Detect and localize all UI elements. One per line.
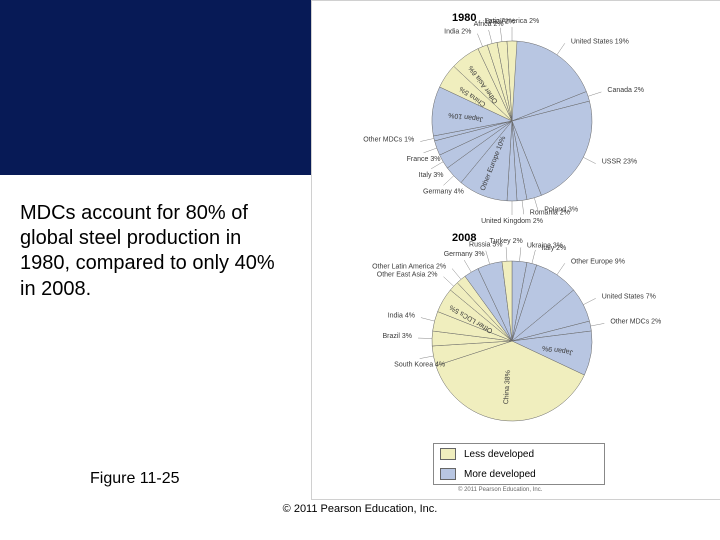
slice-label: United Kingdom 2% <box>481 218 543 225</box>
chart-panel: 1980United States 19%Canada 2%USSR 23%Po… <box>311 0 720 500</box>
legend-label-less: Less developed <box>464 449 534 460</box>
label-leader-line <box>489 30 492 44</box>
legend-swatch-more <box>440 468 456 480</box>
label-leader-line <box>486 251 490 264</box>
label-leader-line <box>420 138 434 141</box>
slice-label: South Korea 4% <box>394 362 445 369</box>
legend-row-more: More developed <box>434 464 604 484</box>
slice-label: United States 19% <box>571 38 629 45</box>
legend: Less developed More developed <box>433 443 605 485</box>
slice-label: Canada 2% <box>607 87 644 94</box>
copyright-text: © 2011 Pearson Education, Inc. <box>283 503 438 515</box>
label-leader-line <box>421 318 435 321</box>
label-leader-line <box>588 92 601 96</box>
slice-label: Brazil 3% <box>382 333 412 340</box>
slice-label: Other Latin America 2% <box>372 264 446 271</box>
slide: MDCs account for 80% of global steel pro… <box>0 0 720 540</box>
label-leader-line <box>506 247 507 261</box>
label-leader-line <box>443 277 453 287</box>
label-leader-line <box>500 28 502 42</box>
label-leader-line <box>520 247 521 261</box>
label-leader-line <box>522 200 524 214</box>
label-leader-line <box>443 176 453 186</box>
label-leader-line <box>420 356 434 359</box>
slice-label: Other East Asia 2% <box>377 272 438 279</box>
pie-charts-svg: 1980United States 19%Canada 2%USSR 23%Po… <box>312 1 720 499</box>
label-leader-line <box>532 250 535 264</box>
main-description-text: MDCs account for 80% of global steel pro… <box>20 201 285 302</box>
slice-label: USSR 23% <box>602 159 637 166</box>
legend-swatch-less <box>440 448 456 460</box>
slice-label: India 4% <box>388 313 415 320</box>
figure-caption: Figure 11-25 <box>90 470 180 488</box>
slice-label: Germany 4% <box>423 188 464 195</box>
label-leader-line <box>583 298 595 304</box>
slice-label: United States 7% <box>602 293 656 300</box>
label-leader-line <box>452 269 461 280</box>
slice-label: Other Europe 9% <box>571 258 625 265</box>
chart-copyright: © 2011 Pearson Education, Inc. <box>458 487 542 493</box>
slice-label: Other MDCs 2% <box>610 318 661 325</box>
slice-label: Latin America 2% <box>485 18 539 25</box>
slice-label: India 2% <box>444 29 471 36</box>
slice-label: France 3% <box>407 156 441 163</box>
label-leader-line <box>477 34 482 47</box>
slice-label: Italy 3% <box>419 172 444 179</box>
label-leader-line <box>464 260 471 272</box>
label-leader-line <box>583 157 595 163</box>
slice-label: Turkey 2% <box>489 238 522 245</box>
slice-label: Other MDCs 1% <box>363 137 414 144</box>
legend-label-more: More developed <box>464 469 536 480</box>
legend-row-less: Less developed <box>434 444 604 464</box>
slice-label: Italy 2% <box>541 245 566 252</box>
label-leader-line <box>591 323 605 326</box>
label-leader-line <box>557 43 565 55</box>
label-leader-line <box>424 148 437 153</box>
slice-label: Germany 3% <box>444 251 485 258</box>
label-leader-line <box>557 263 565 275</box>
slice-label: Romania 2% <box>530 209 570 216</box>
navy-header-block <box>0 0 311 175</box>
